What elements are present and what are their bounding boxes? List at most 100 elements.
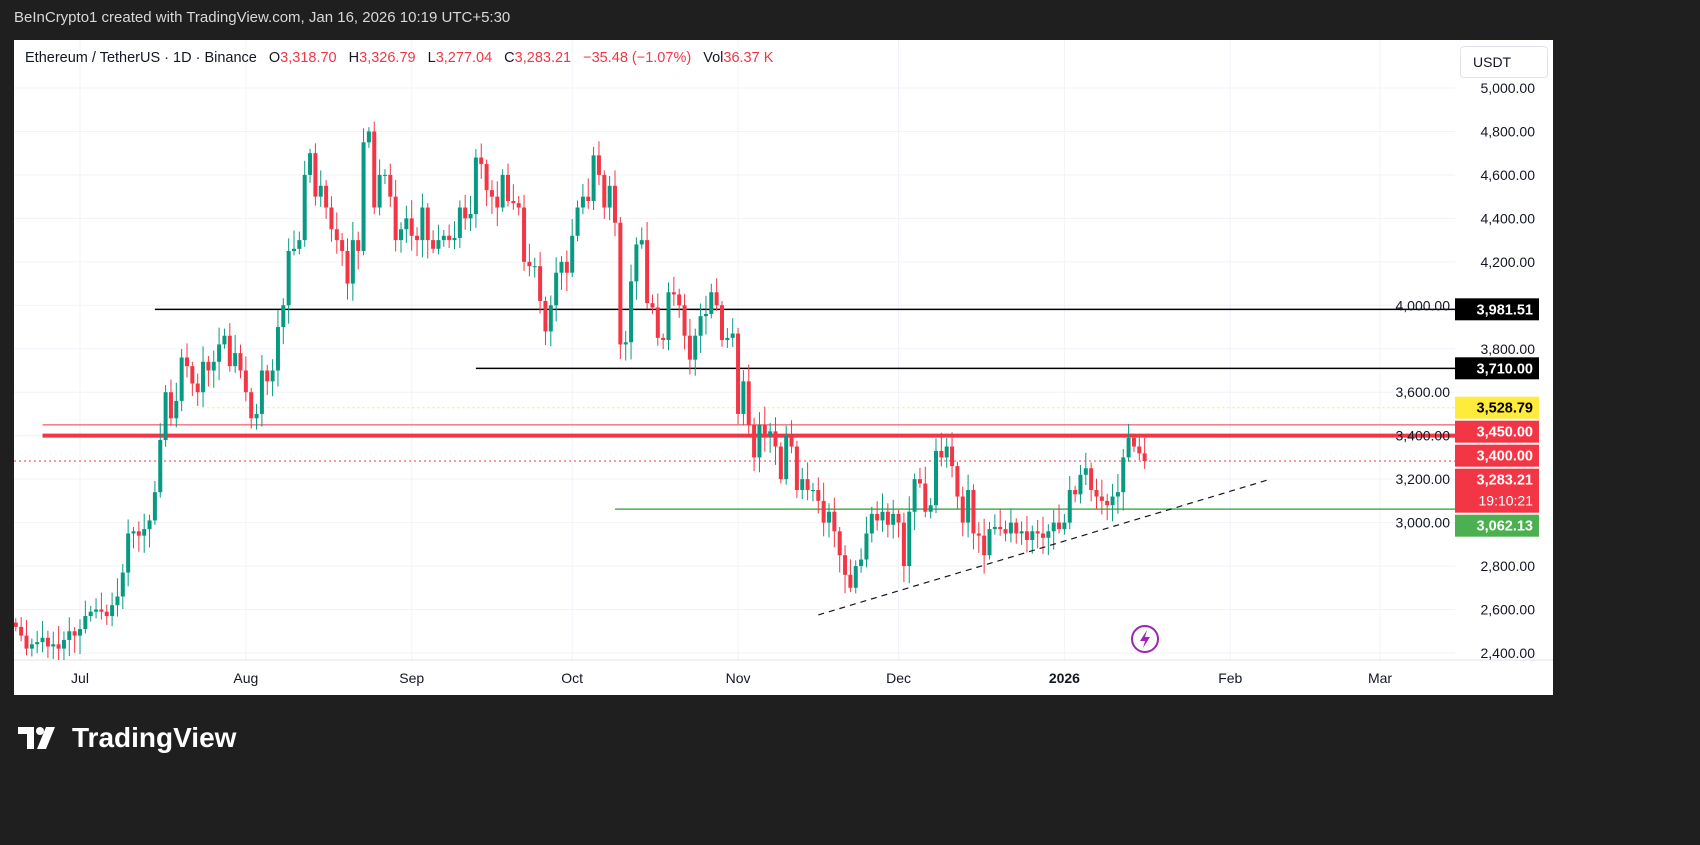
currency-selector[interactable]: USDT (1460, 46, 1548, 78)
candle (736, 327, 741, 425)
candle-body (190, 366, 195, 384)
candle-body (1142, 453, 1147, 462)
candle-body (1121, 457, 1126, 493)
candle (1078, 464, 1083, 504)
candle (939, 432, 944, 467)
candle-body (532, 266, 537, 268)
candle-body (698, 316, 703, 336)
candle (1019, 521, 1024, 545)
candle-body (393, 196, 398, 241)
candle (853, 560, 858, 594)
candle-body (950, 446, 955, 467)
candle (147, 514, 152, 548)
candle-body (634, 244, 639, 282)
candle-body (607, 185, 612, 208)
candle-body (275, 327, 280, 371)
candle-body (334, 229, 339, 241)
lightning-icon[interactable] (1131, 625, 1159, 653)
candle-body (618, 222, 623, 345)
candle-body (447, 235, 452, 241)
candle (816, 477, 821, 514)
candle-body (677, 294, 682, 306)
candle (270, 359, 275, 397)
candle (934, 438, 938, 514)
candle (308, 148, 313, 183)
candle (516, 196, 521, 216)
candle-body (586, 196, 591, 201)
candle-body (527, 261, 532, 267)
candle-body (580, 196, 585, 208)
candle (1094, 478, 1099, 510)
candle (720, 300, 724, 347)
candle-body (773, 431, 778, 447)
candle (966, 474, 971, 538)
candle-body (345, 250, 350, 284)
close-value: 3,283.21 (514, 50, 572, 66)
candle-body (880, 511, 885, 521)
candle-body (308, 153, 313, 175)
candle (168, 379, 173, 427)
candle-body (195, 383, 200, 393)
candle (377, 159, 382, 216)
candle (1035, 520, 1040, 549)
candle-body (650, 303, 655, 308)
candle (538, 252, 543, 314)
candle (773, 417, 778, 465)
candle-body (955, 466, 960, 497)
candle-body (709, 292, 714, 314)
candle-body (827, 511, 831, 523)
candle-body (966, 490, 971, 523)
symbol-title[interactable]: Ethereum / TetherUS · 1D · Binance (25, 50, 257, 66)
candle-body (538, 266, 543, 301)
open-value: 3,318.70 (280, 50, 337, 66)
candle (452, 221, 457, 250)
candle-body (575, 207, 580, 236)
candle (254, 404, 259, 430)
price-label: 3,400.00 (1477, 449, 1533, 465)
candle (19, 617, 24, 642)
candle (810, 482, 815, 502)
candle (233, 334, 238, 373)
candle (243, 356, 248, 402)
candle (72, 626, 77, 653)
candle (158, 423, 163, 498)
candle (473, 149, 478, 228)
candle-body (356, 240, 361, 251)
candle (1126, 423, 1131, 462)
candle-body (29, 644, 34, 649)
attribution: BeInCrypto1 created with TradingView.com… (14, 9, 511, 26)
candle-body (238, 353, 243, 371)
candle (832, 497, 837, 548)
candle-body (746, 381, 751, 425)
candle-body (227, 335, 232, 367)
candle (880, 493, 885, 532)
candle (318, 170, 323, 207)
candle (163, 385, 168, 447)
candle-body (730, 333, 735, 338)
candle (361, 128, 366, 256)
candle-body (1019, 531, 1024, 534)
candle-body (431, 240, 436, 249)
candle-body (163, 392, 168, 441)
candle-body (506, 174, 510, 201)
candle (425, 203, 430, 259)
candle (789, 420, 794, 454)
chart-panel[interactable] (14, 40, 1553, 695)
candle-body (1051, 522, 1056, 532)
candle-body (420, 207, 425, 241)
candle (955, 461, 960, 510)
candle-body (720, 305, 724, 341)
candle (543, 296, 548, 346)
candle (1057, 504, 1062, 534)
candle-body (404, 218, 409, 230)
candle (1046, 524, 1051, 556)
candle-body (1057, 522, 1062, 530)
candle-body (120, 572, 125, 597)
candle-body (1115, 492, 1120, 497)
candle (714, 278, 719, 311)
candle-body (1024, 531, 1029, 540)
candle (238, 344, 243, 379)
candle-body (1008, 522, 1013, 534)
candle-body (425, 207, 430, 241)
